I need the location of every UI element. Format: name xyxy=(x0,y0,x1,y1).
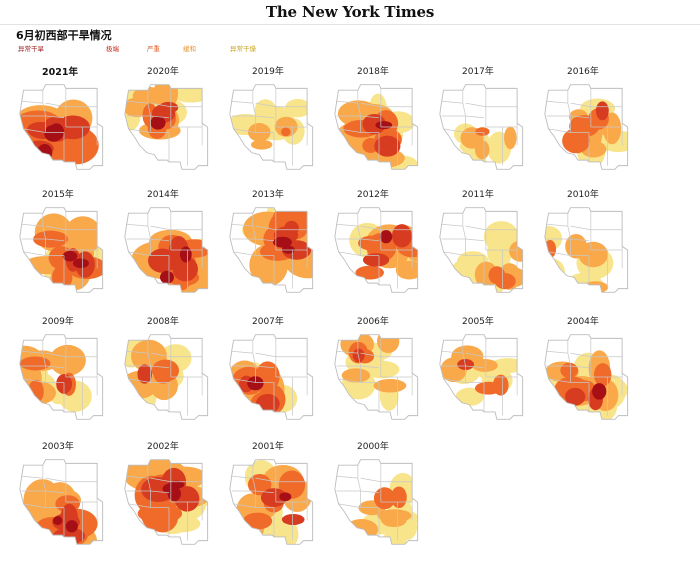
drought-map xyxy=(19,459,104,545)
drought-map xyxy=(229,84,314,170)
year-label: 2008年 xyxy=(147,317,179,327)
legend-extreme: 极端 xyxy=(106,45,119,53)
legend: 异常干旱 极端 严重 缓和 异常干燥 xyxy=(16,45,696,55)
drought-map xyxy=(19,84,104,170)
year-label: 2011年 xyxy=(462,190,494,200)
year-label: 2001年 xyxy=(252,442,284,452)
year-label: 2010年 xyxy=(567,190,599,200)
nyt-logo-text: The New York Times xyxy=(265,3,435,21)
drought-map xyxy=(544,84,629,170)
drought-map xyxy=(124,459,209,545)
year-label: 2018年 xyxy=(357,67,389,77)
year-label: 2020年 xyxy=(147,67,179,77)
drought-map xyxy=(124,84,209,170)
year-label: 2005年 xyxy=(462,317,494,327)
drought-map xyxy=(124,334,209,420)
year-label: 2006年 xyxy=(357,317,389,327)
year-label: 2007年 xyxy=(252,317,284,327)
drought-map xyxy=(229,459,314,545)
legend-moderate: 缓和 xyxy=(183,45,196,53)
drought-map xyxy=(544,207,629,293)
year-label: 2017年 xyxy=(462,67,494,77)
year-label: 2009年 xyxy=(42,317,74,327)
year-label: 2016年 xyxy=(567,67,599,77)
year-label: 2013年 xyxy=(252,190,284,200)
year-label: 2012年 xyxy=(357,190,389,200)
drought-map xyxy=(334,459,419,545)
nyt-logo[interactable]: The New York Times xyxy=(0,0,700,25)
drought-map xyxy=(439,84,524,170)
drought-map xyxy=(439,334,524,420)
year-label: 2015年 xyxy=(42,190,74,200)
year-label: 2002年 xyxy=(147,442,179,452)
drought-map xyxy=(229,334,314,420)
drought-map xyxy=(19,207,104,293)
drought-map xyxy=(334,334,419,420)
legend-severe: 严重 xyxy=(147,45,160,53)
year-label: 2014年 xyxy=(147,190,179,200)
drought-map xyxy=(334,84,419,170)
figure-title: 6月初西部干旱情况 xyxy=(16,29,112,42)
drought-map xyxy=(19,334,104,420)
year-label: 2019年 xyxy=(252,67,284,77)
drought-map xyxy=(439,207,524,293)
drought-map xyxy=(124,207,209,293)
drought-map xyxy=(544,334,629,420)
year-label: 2000年 xyxy=(357,442,389,452)
year-label: 2021年 xyxy=(42,67,78,78)
drought-map xyxy=(334,207,419,293)
legend-exceptional: 异常干旱 xyxy=(18,45,44,53)
year-label: 2003年 xyxy=(42,442,74,452)
year-label: 2004年 xyxy=(567,317,599,327)
legend-abnormal: 异常干燥 xyxy=(230,45,256,53)
drought-map xyxy=(229,207,314,293)
